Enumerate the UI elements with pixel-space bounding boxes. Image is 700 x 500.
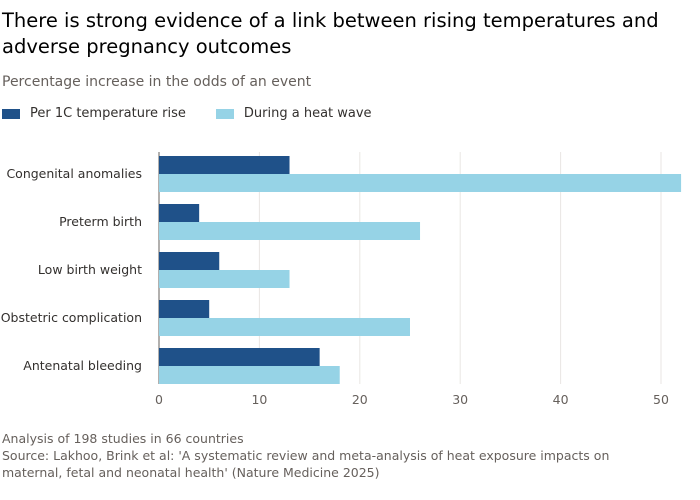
bar bbox=[159, 300, 210, 318]
legend-swatch bbox=[215, 108, 234, 119]
footer-source: Source: Lakhoo, Brink et al: 'A systemat… bbox=[2, 448, 610, 480]
x-tick-label: 0 bbox=[155, 392, 163, 407]
x-tick-label: 50 bbox=[653, 392, 669, 407]
bar bbox=[159, 270, 290, 288]
legend: Per 1C temperature rise During a heat wa… bbox=[2, 106, 372, 121]
legend-item-per-1c: Per 1C temperature rise bbox=[2, 106, 186, 121]
category-label: Congenital anomalies bbox=[6, 166, 142, 181]
x-tick-label: 20 bbox=[352, 392, 368, 407]
bar bbox=[159, 318, 410, 336]
bar bbox=[159, 156, 290, 174]
bar bbox=[159, 366, 340, 384]
bar-chart: 0 10 20 30 40 50 Congenital anomalies Preterm b… bbox=[1, 152, 682, 407]
bar bbox=[159, 174, 682, 192]
x-tick-label: 10 bbox=[251, 392, 267, 407]
category-label: Preterm birth bbox=[59, 214, 142, 229]
x-tick-label: 30 bbox=[452, 392, 468, 407]
category-label: Antenatal bleeding bbox=[23, 358, 142, 373]
category-label: Low birth weight bbox=[38, 262, 142, 277]
legend-swatch bbox=[2, 108, 20, 119]
x-tick-label: 40 bbox=[553, 392, 569, 407]
bar bbox=[159, 204, 200, 222]
bar bbox=[159, 348, 320, 366]
category-label: Obstetric complication bbox=[1, 310, 142, 325]
footer: Analysis of 198 studies in 66 countries … bbox=[2, 430, 662, 481]
chart-subtitle: Percentage increase in the odds of an ev… bbox=[2, 74, 312, 90]
bar bbox=[159, 252, 220, 270]
chart-title: There is strong evidence of a link betwe… bbox=[2, 9, 659, 58]
legend-item-heat-wave: During a heat wave bbox=[215, 106, 372, 121]
footer-note: Analysis of 198 studies in 66 countries bbox=[2, 431, 244, 446]
legend-label: Per 1C temperature rise bbox=[30, 106, 186, 121]
bar bbox=[159, 222, 421, 240]
legend-label: During a heat wave bbox=[243, 106, 372, 121]
